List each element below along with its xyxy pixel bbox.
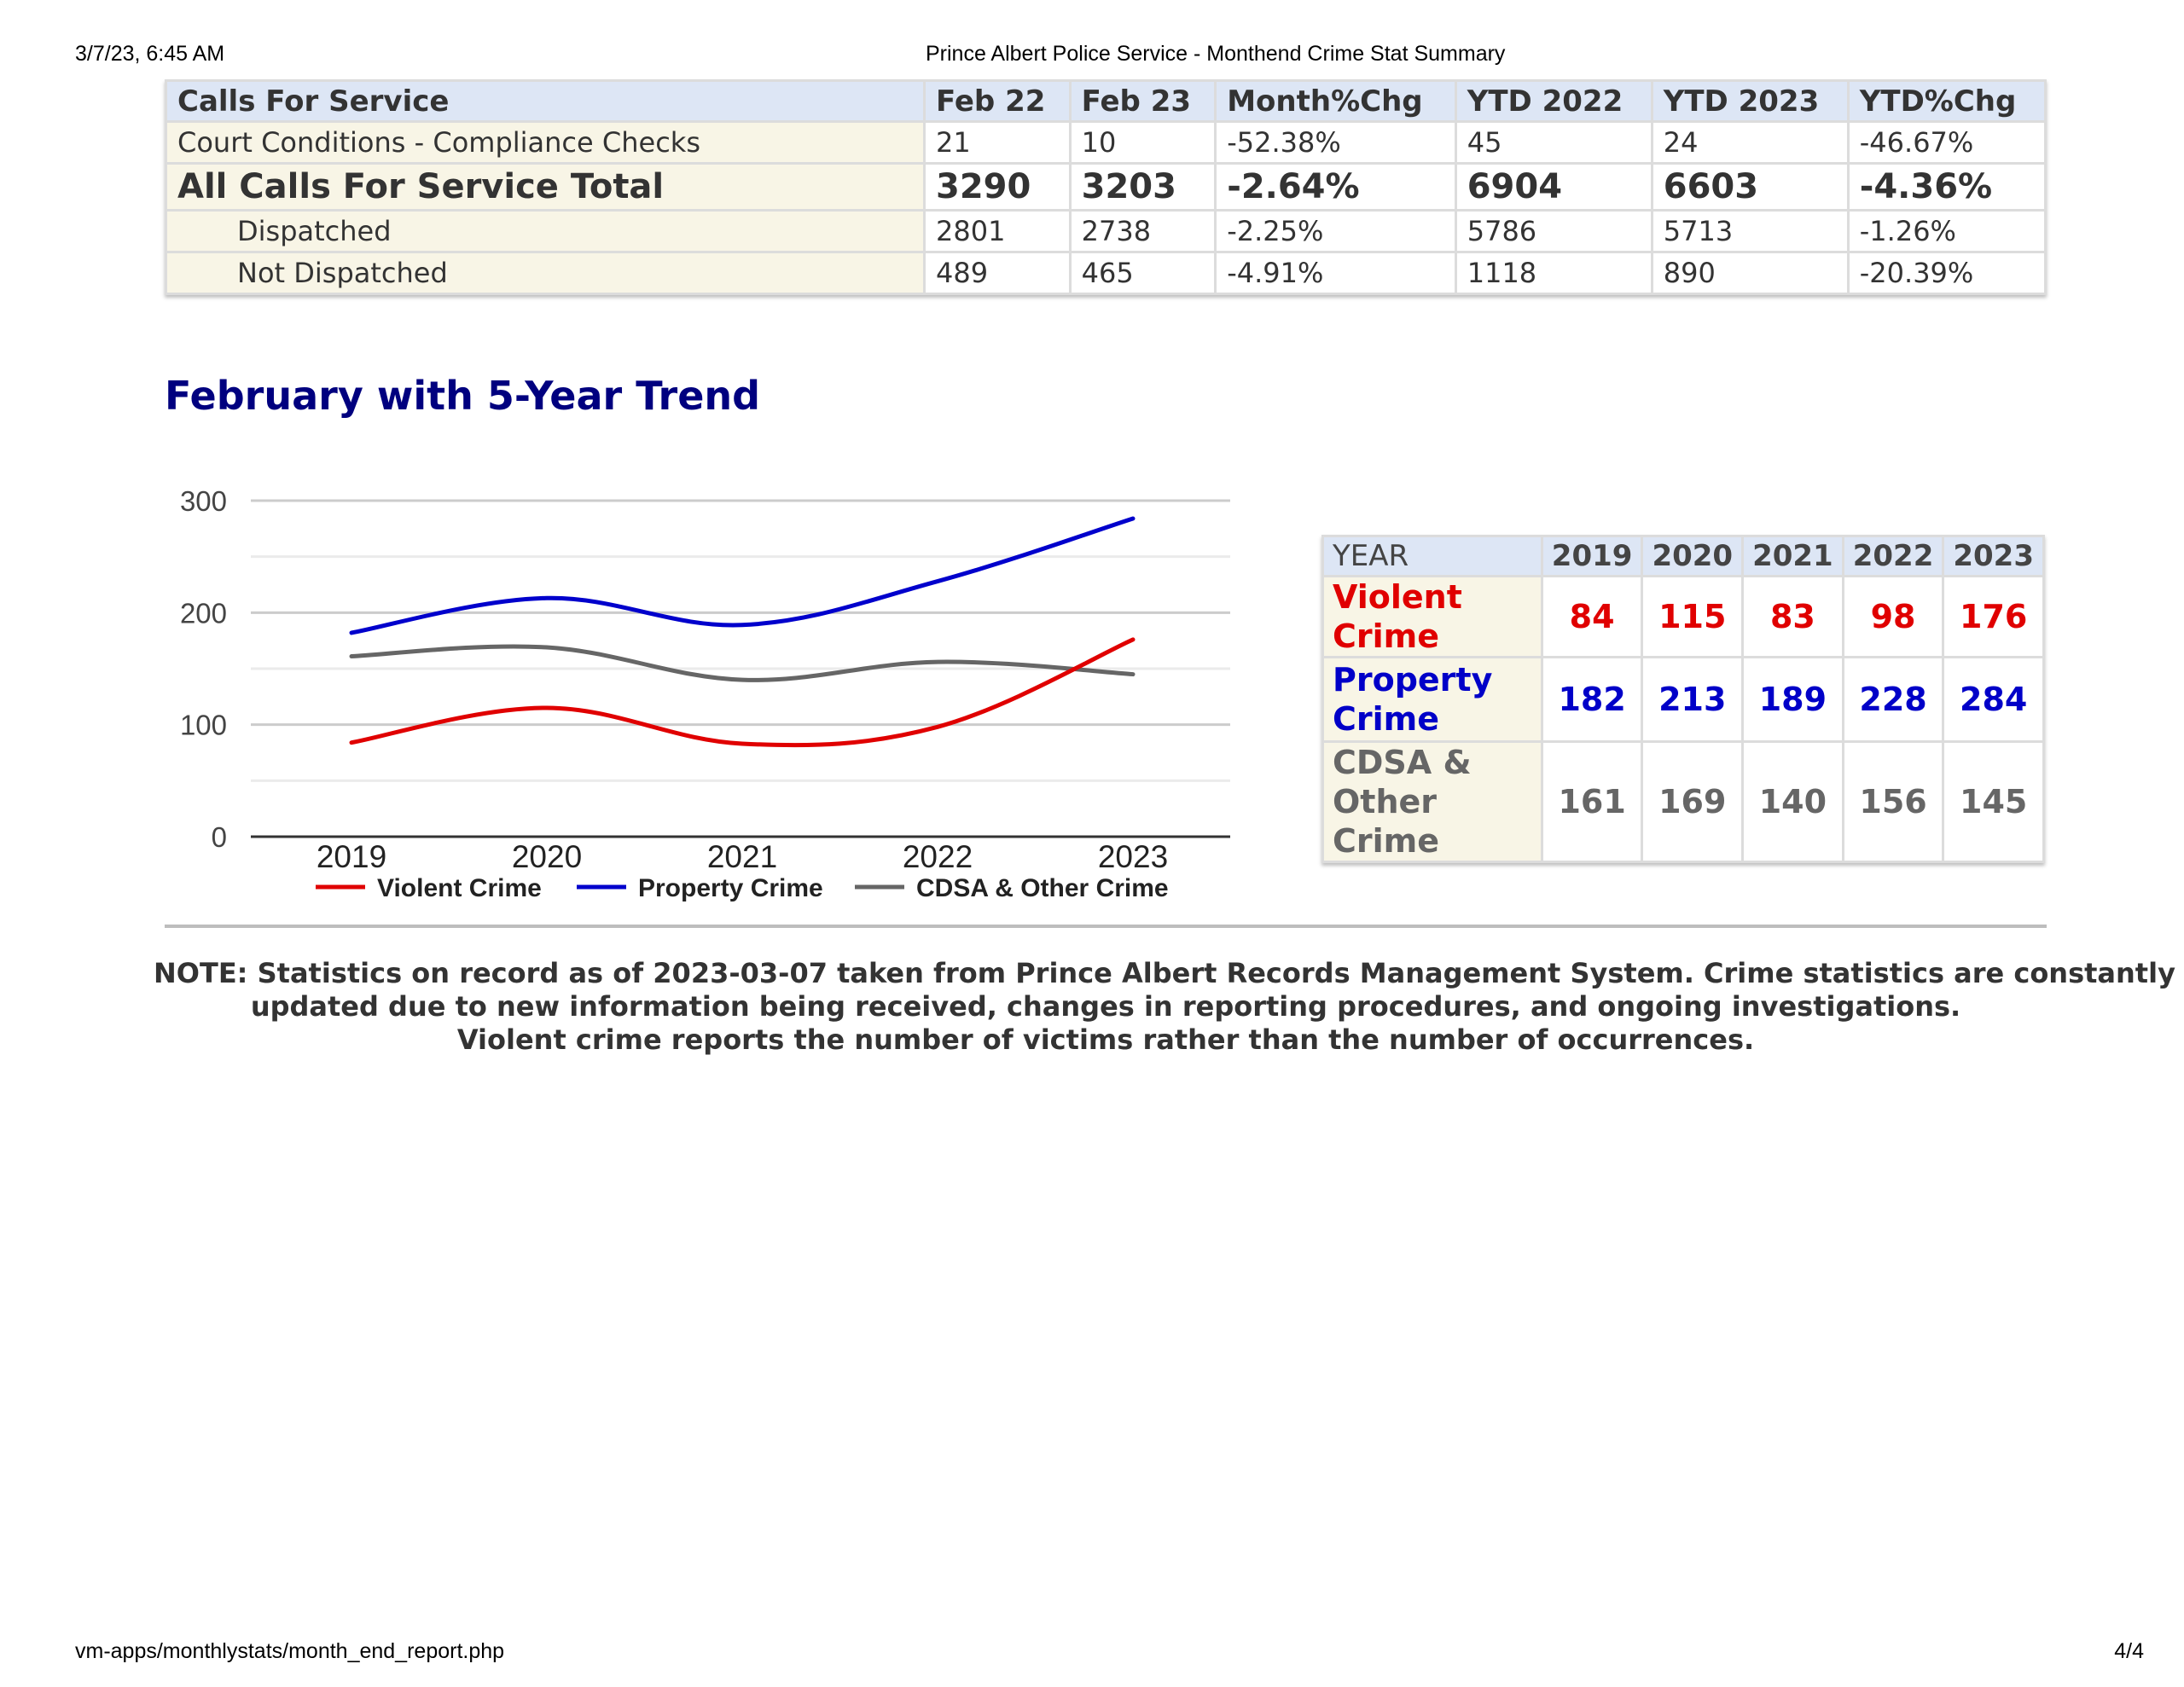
x-tick-label: 2023 bbox=[1098, 839, 1168, 874]
table-cell: -4.36% bbox=[1846, 162, 2048, 212]
year-col-header: 2019 bbox=[1540, 535, 1644, 577]
trend-row-property: Property Crime 182 213 189 228 284 bbox=[1321, 656, 2045, 743]
col-header: Calls For Service bbox=[165, 79, 926, 123]
col-header: Feb 23 bbox=[1068, 79, 1217, 123]
statistics-note: NOTE: Statistics on record as of 2023-03… bbox=[154, 957, 2184, 1057]
table-cell: 2801 bbox=[923, 209, 1072, 253]
table-cell: -46.67% bbox=[1846, 120, 2048, 165]
table-cell: 161 bbox=[1540, 740, 1644, 863]
row-label: Court Conditions - Compliance Checks bbox=[165, 120, 926, 165]
table-cell: 83 bbox=[1741, 575, 1844, 658]
table-row: Not Dispatched 489 465 -4.91% 1118 890 -… bbox=[165, 251, 2048, 295]
table-cell: 45 bbox=[1454, 120, 1653, 165]
table-cell: 1118 bbox=[1454, 251, 1653, 295]
table-row: Dispatched 2801 2738 -2.25% 5786 5713 -1… bbox=[165, 209, 2048, 253]
trend-table-header-row: YEAR 2019 2020 2021 2022 2023 bbox=[1321, 535, 2045, 577]
table-cell: 890 bbox=[1650, 251, 1850, 295]
print-url: vm-apps/monthlystats/month_end_report.ph… bbox=[75, 1639, 505, 1663]
year-col-header: 2020 bbox=[1641, 535, 1745, 577]
table-cell: 182 bbox=[1540, 656, 1644, 743]
note-line: updated due to new information being rec… bbox=[250, 990, 1961, 1023]
row-label: Dispatched bbox=[165, 209, 926, 253]
table-row: Court Conditions - Compliance Checks 21 … bbox=[165, 120, 2048, 165]
table-cell: 2738 bbox=[1068, 209, 1217, 253]
table-cell: 228 bbox=[1841, 656, 1945, 743]
col-header: YTD 2022 bbox=[1454, 79, 1653, 123]
legend-label: Violent Crime bbox=[377, 874, 542, 902]
x-tick-label: 2019 bbox=[317, 839, 386, 874]
table-cell: 115 bbox=[1641, 575, 1745, 658]
x-tick-label: 2022 bbox=[903, 839, 973, 874]
x-tick-label: 2021 bbox=[707, 839, 777, 874]
y-tick-label: 100 bbox=[180, 710, 227, 741]
table-cell: 84 bbox=[1540, 575, 1644, 658]
table-cell: 5786 bbox=[1454, 209, 1653, 253]
legend-label: CDSA & Other Crime bbox=[916, 874, 1169, 902]
five-year-trend-table: YEAR 2019 2020 2021 2022 2023 Violent Cr… bbox=[1321, 535, 2045, 863]
y-tick-label: 300 bbox=[180, 485, 227, 517]
year-col-header: 2021 bbox=[1741, 535, 1844, 577]
table-row-total: All Calls For Service Total 3290 3203 -2… bbox=[165, 162, 2048, 212]
x-tick-label: 2020 bbox=[512, 839, 582, 874]
col-header: Feb 22 bbox=[923, 79, 1072, 123]
legend-label: Property Crime bbox=[638, 874, 823, 902]
year-col-header: 2022 bbox=[1841, 535, 1945, 577]
table-cell: 213 bbox=[1641, 656, 1745, 743]
table-cell: 6904 bbox=[1454, 162, 1653, 212]
y-tick-label: 200 bbox=[180, 597, 227, 629]
table-cell: 284 bbox=[1942, 656, 2045, 743]
table-cell: -20.39% bbox=[1846, 251, 2048, 295]
col-header: YTD 2023 bbox=[1650, 79, 1850, 123]
year-header: YEAR bbox=[1321, 535, 1543, 577]
trend-row-violent: Violent Crime 84 115 83 98 176 bbox=[1321, 575, 2045, 658]
print-datetime: 3/7/23, 6:45 AM bbox=[75, 42, 225, 66]
row-label: Property Crime bbox=[1321, 656, 1543, 743]
table-cell: 465 bbox=[1068, 251, 1217, 295]
row-label: All Calls For Service Total bbox=[165, 162, 926, 212]
series-line-property-crime bbox=[349, 516, 1136, 635]
y-tick-label: 0 bbox=[212, 821, 227, 853]
note-line: NOTE: Statistics on record as of 2023-03… bbox=[154, 957, 2184, 989]
table-cell: -4.91% bbox=[1214, 251, 1457, 295]
table-cell: 176 bbox=[1942, 575, 2045, 658]
calls-for-service-table: Calls For Service Feb 22 Feb 23 Month%Ch… bbox=[165, 79, 2048, 295]
table-cell: 5713 bbox=[1650, 209, 1850, 253]
trend-row-cdsa: CDSA & Other Crime 161 169 140 156 145 bbox=[1321, 740, 2045, 863]
row-label: Violent Crime bbox=[1321, 575, 1543, 658]
table-cell: 24 bbox=[1650, 120, 1850, 165]
col-header: Month%Chg bbox=[1214, 79, 1457, 123]
calls-table-header-row: Calls For Service Feb 22 Feb 23 Month%Ch… bbox=[165, 79, 2048, 123]
table-cell: -2.25% bbox=[1214, 209, 1457, 253]
table-cell: -1.26% bbox=[1846, 209, 2048, 253]
col-header: YTD%Chg bbox=[1846, 79, 2048, 123]
trend-line-chart: 0 100 200 300 2019 2020 2021 2022 2023 Violent Cr… bbox=[180, 485, 1230, 902]
note-line: Violent crime reports the number of vict… bbox=[456, 1023, 1755, 1056]
table-cell: 10 bbox=[1068, 120, 1217, 165]
table-cell: 189 bbox=[1741, 656, 1844, 743]
table-cell: 21 bbox=[923, 120, 1072, 165]
table-cell: 156 bbox=[1841, 740, 1945, 863]
year-col-header: 2023 bbox=[1942, 535, 2045, 577]
table-cell: -2.64% bbox=[1214, 162, 1457, 212]
table-cell: 98 bbox=[1841, 575, 1945, 658]
table-cell: 3290 bbox=[923, 162, 1072, 212]
row-label: CDSA & Other Crime bbox=[1321, 740, 1543, 863]
series-line-violent-crime bbox=[349, 637, 1136, 748]
series-line-cdsa-other-crime bbox=[349, 644, 1136, 682]
table-cell: 169 bbox=[1641, 740, 1745, 863]
table-cell: -52.38% bbox=[1214, 120, 1457, 165]
table-cell: 489 bbox=[923, 251, 1072, 295]
print-title: Prince Albert Police Service - Monthend … bbox=[926, 42, 1506, 66]
table-cell: 3203 bbox=[1068, 162, 1217, 212]
section-divider bbox=[165, 925, 2047, 928]
table-cell: 140 bbox=[1741, 740, 1844, 863]
section-title: February with 5-Year Trend bbox=[165, 373, 761, 419]
row-label: Not Dispatched bbox=[165, 251, 926, 295]
table-cell: 145 bbox=[1942, 740, 2045, 863]
table-cell: 6603 bbox=[1650, 162, 1850, 212]
page-number: 4/4 bbox=[2114, 1639, 2144, 1663]
